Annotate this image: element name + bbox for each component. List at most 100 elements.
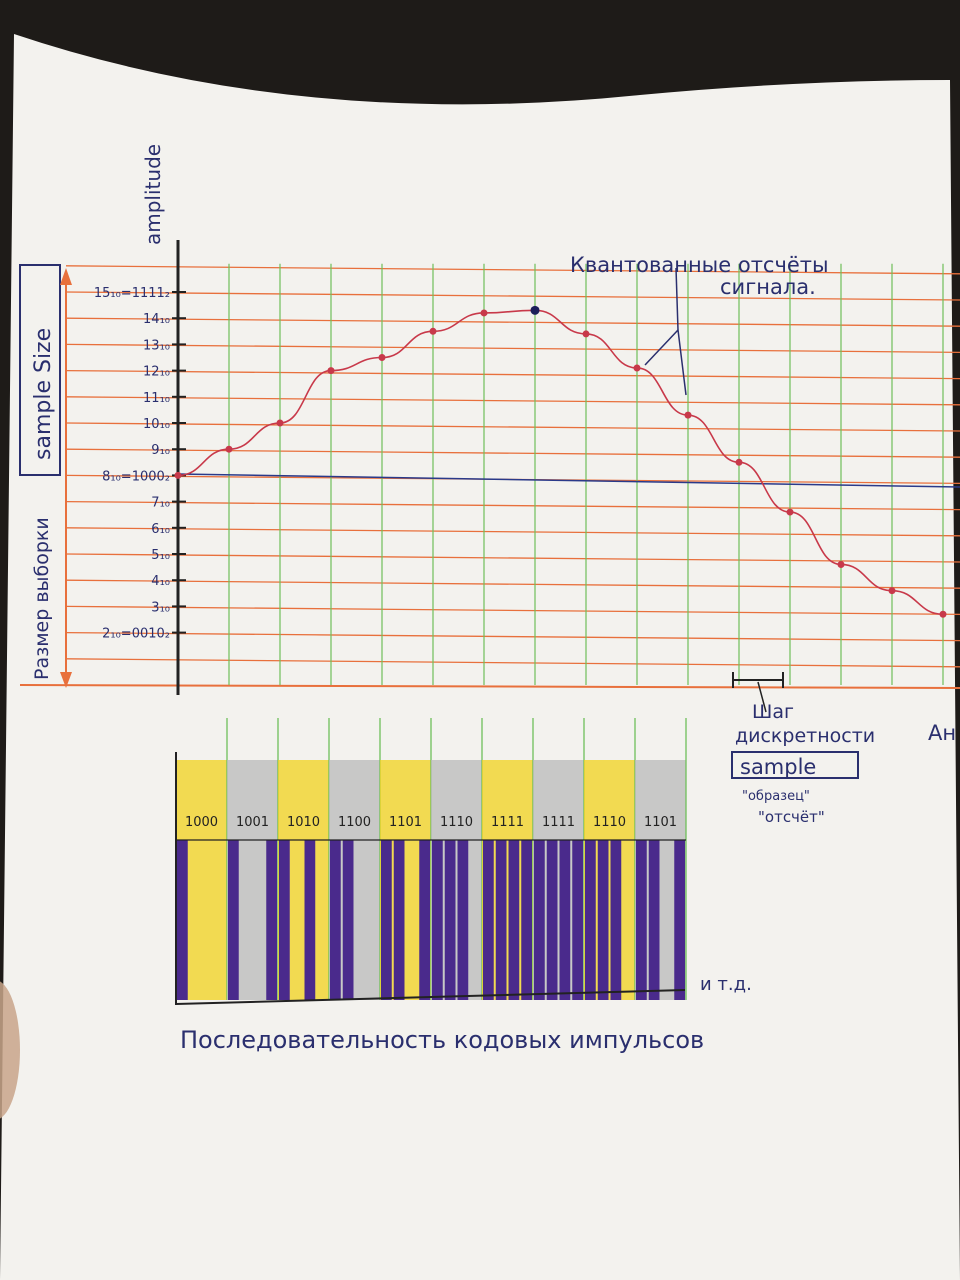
- quantized-label-2: сигнала.: [720, 275, 816, 299]
- pulse-bar: [559, 840, 571, 1000]
- grid-line-h: [65, 553, 960, 563]
- pulse-bar: [330, 840, 341, 1000]
- grid-line-h: [65, 605, 960, 616]
- y-tick-label: 4₁₀: [151, 574, 170, 589]
- arrow-head-top: [60, 268, 72, 285]
- pulse-bar: [228, 840, 239, 1000]
- y-tick-label: 13₁₀: [143, 338, 170, 353]
- sample-point: [684, 411, 692, 419]
- pulse-bar: [393, 840, 405, 1000]
- y-tick-label: 5₁₀: [151, 548, 170, 563]
- sample-ru-label-2: "отсчёт": [758, 808, 825, 826]
- pulse-bar: [381, 840, 392, 1000]
- pulse-bar: [483, 840, 494, 1000]
- quantized-pointer-2: [644, 329, 679, 366]
- pulse-bar: [674, 840, 685, 1000]
- code-label: 1001: [236, 815, 269, 830]
- cut-label: Ан: [928, 721, 956, 745]
- grid-line-h: [65, 317, 960, 327]
- pulse-bar: [610, 840, 622, 1000]
- grid-line-h: [65, 291, 960, 301]
- code-label: 1100: [338, 815, 371, 830]
- code-label: 1101: [644, 815, 677, 830]
- grid-line-h: [65, 631, 960, 642]
- pulse-bar: [304, 840, 316, 1000]
- pulse-bar: [597, 840, 609, 1000]
- pulse-bar: [444, 840, 456, 1000]
- sample-point: [378, 354, 386, 361]
- pulse-bar: [342, 840, 354, 1000]
- sample-point: [429, 327, 437, 335]
- signal-curve: [177, 309, 944, 616]
- sample-size-ru-label: Размер выборки: [31, 517, 53, 680]
- grid-line-h: [65, 396, 960, 406]
- pulse-bar: [648, 840, 660, 1000]
- grid-line-h: [65, 343, 960, 354]
- pulse-bar: [636, 840, 647, 1000]
- etc-label: и т.д.: [700, 974, 752, 995]
- pulse-axis-x: [175, 989, 686, 1005]
- sample-point: [582, 330, 590, 338]
- pulse-bar: [457, 840, 469, 1000]
- baseline-8: [177, 473, 960, 488]
- amplitude-label: amplitude: [141, 144, 165, 245]
- code-label: 1111: [542, 815, 575, 830]
- grid-line-h: [65, 448, 960, 458]
- y-tick-label: 7₁₀: [151, 496, 170, 511]
- code-label: 1110: [440, 815, 473, 830]
- pulse-bar: [585, 840, 596, 1000]
- y-tick-label: 6₁₀: [151, 522, 170, 537]
- grid-line-h: [65, 422, 960, 432]
- pulse-bar: [279, 840, 290, 1000]
- y-tick-label: 2₁₀=0010₂: [102, 627, 170, 642]
- grid-line-h: [65, 369, 960, 380]
- pulse-codes: 1000 1001 1010 1100 1101 1110 1111 1111 1110 1101: [185, 815, 677, 830]
- sample-point: [786, 508, 794, 516]
- grid-line-h: [65, 500, 960, 511]
- sample-box: [731, 751, 859, 779]
- code-label: 1010: [287, 815, 320, 830]
- pulse-bar: [534, 840, 545, 1000]
- sample-point: [888, 587, 896, 595]
- grid-line-h: [65, 658, 960, 668]
- y-tick-label: 14₁₀: [143, 312, 170, 327]
- pulse-bar: [432, 840, 443, 1000]
- y-tick-label: 8₁₀=1000₂: [102, 469, 170, 484]
- sample-point: [837, 560, 845, 568]
- y-axis-ticks: 15₁₀=1111₂ 14₁₀ 13₁₀ 12₁₀ 11₁₀ 10₁₀ 9₁₀ 8₁₀=100…: [94, 286, 186, 642]
- code-label: 1110: [593, 815, 626, 830]
- step-label-1: Шаг: [752, 701, 794, 723]
- pulse-bar: [508, 840, 520, 1000]
- sample-point: [327, 367, 335, 375]
- step-pointer: [757, 681, 767, 713]
- pulse-bar: [266, 840, 277, 1000]
- sample-point: [530, 305, 540, 315]
- sample-label: sample: [740, 755, 816, 779]
- code-label: 1000: [185, 815, 218, 830]
- sequence-label: Последовательность кодовых импульсов: [180, 1026, 704, 1054]
- sample-point: [633, 364, 641, 372]
- y-tick-label: 12₁₀: [143, 365, 170, 380]
- arrow-head-bottom: [60, 672, 72, 688]
- sample-point: [735, 458, 743, 466]
- grid-line-h: [65, 265, 960, 275]
- code-label: 1101: [389, 815, 422, 830]
- pulse-bar: [546, 840, 558, 1000]
- y-tick-label: 11₁₀: [143, 391, 170, 406]
- pulse-bar: [495, 840, 507, 1000]
- pulse-bar: [177, 840, 188, 1000]
- step-label-2: дискретности: [735, 725, 875, 747]
- y-tick-label: 3₁₀: [151, 600, 170, 615]
- quantized-label-1: Квантованные отсчёты: [570, 253, 829, 277]
- sample-point: [276, 419, 284, 427]
- sample-points: [174, 305, 947, 618]
- pulse-bar: [419, 840, 430, 1000]
- sample-ru-label-1: "образец": [742, 789, 810, 804]
- code-label: 1111: [491, 815, 524, 830]
- grid-line-h: [65, 579, 960, 589]
- sample-point: [939, 610, 947, 618]
- grid-line-h: [65, 527, 960, 537]
- y-tick-label: 10₁₀: [143, 417, 170, 432]
- sample-point: [225, 445, 233, 453]
